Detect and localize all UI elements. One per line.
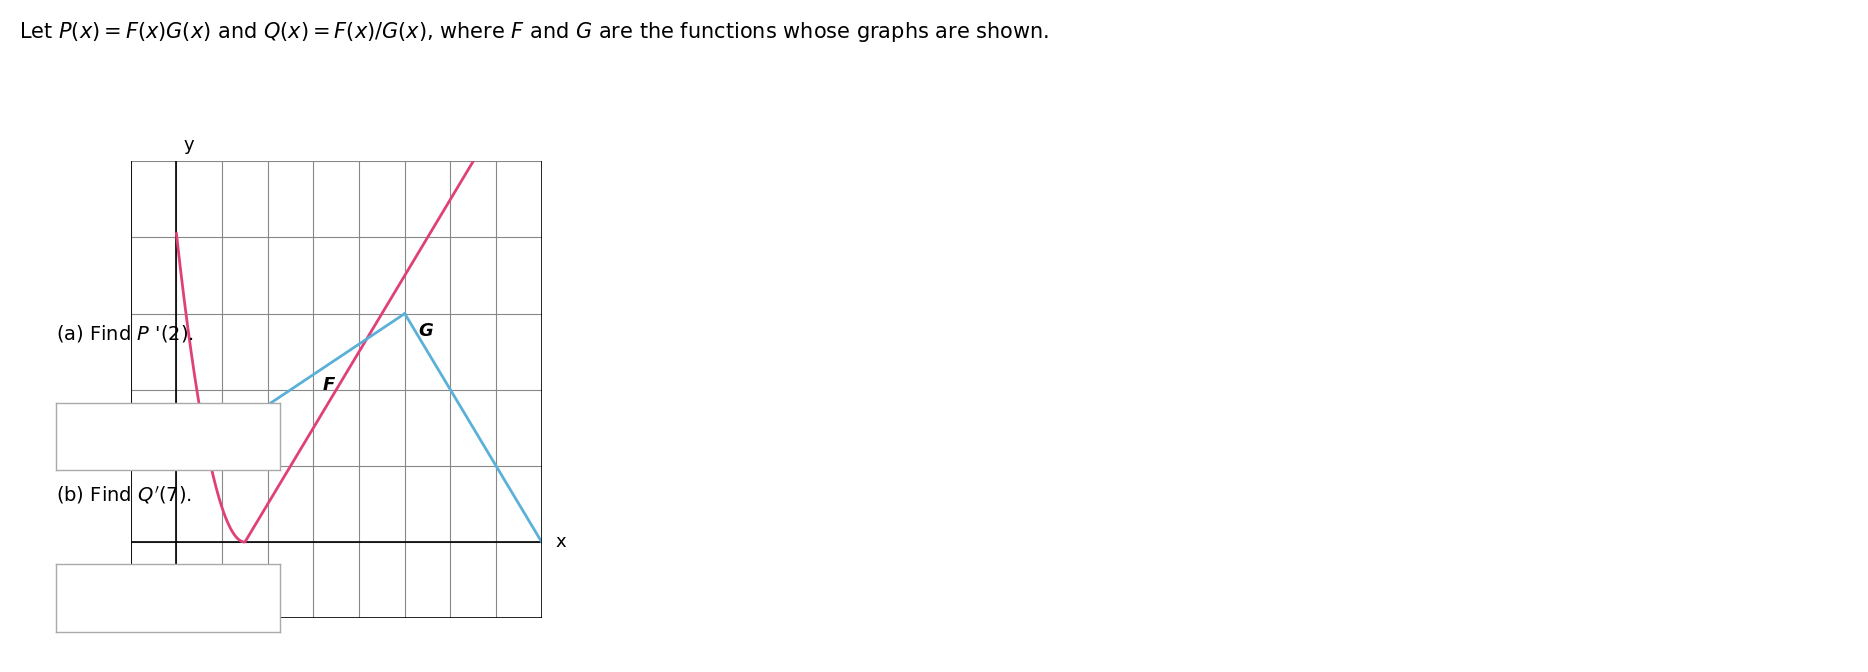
Text: y: y [183,136,194,154]
Text: $-1$: $-1$ [134,610,161,627]
Text: x: x [555,533,566,551]
Text: Let $P(x) = F(x)G(x)$ and $Q(x) = F(x)/G(x)$, where $F$ and $G$ are the function: Let $P(x) = F(x)G(x)$ and $Q(x) = F(x)/G… [19,20,1048,44]
Text: (b) Find $Q'(7)$.: (b) Find $Q'(7)$. [56,484,192,506]
Text: 1: 1 [217,569,228,587]
Text: F: F [323,376,334,394]
Text: 0: 0 [172,569,181,587]
Text: G: G [418,323,433,341]
Text: (a) Find $P$ '(2).: (a) Find $P$ '(2). [56,323,194,343]
